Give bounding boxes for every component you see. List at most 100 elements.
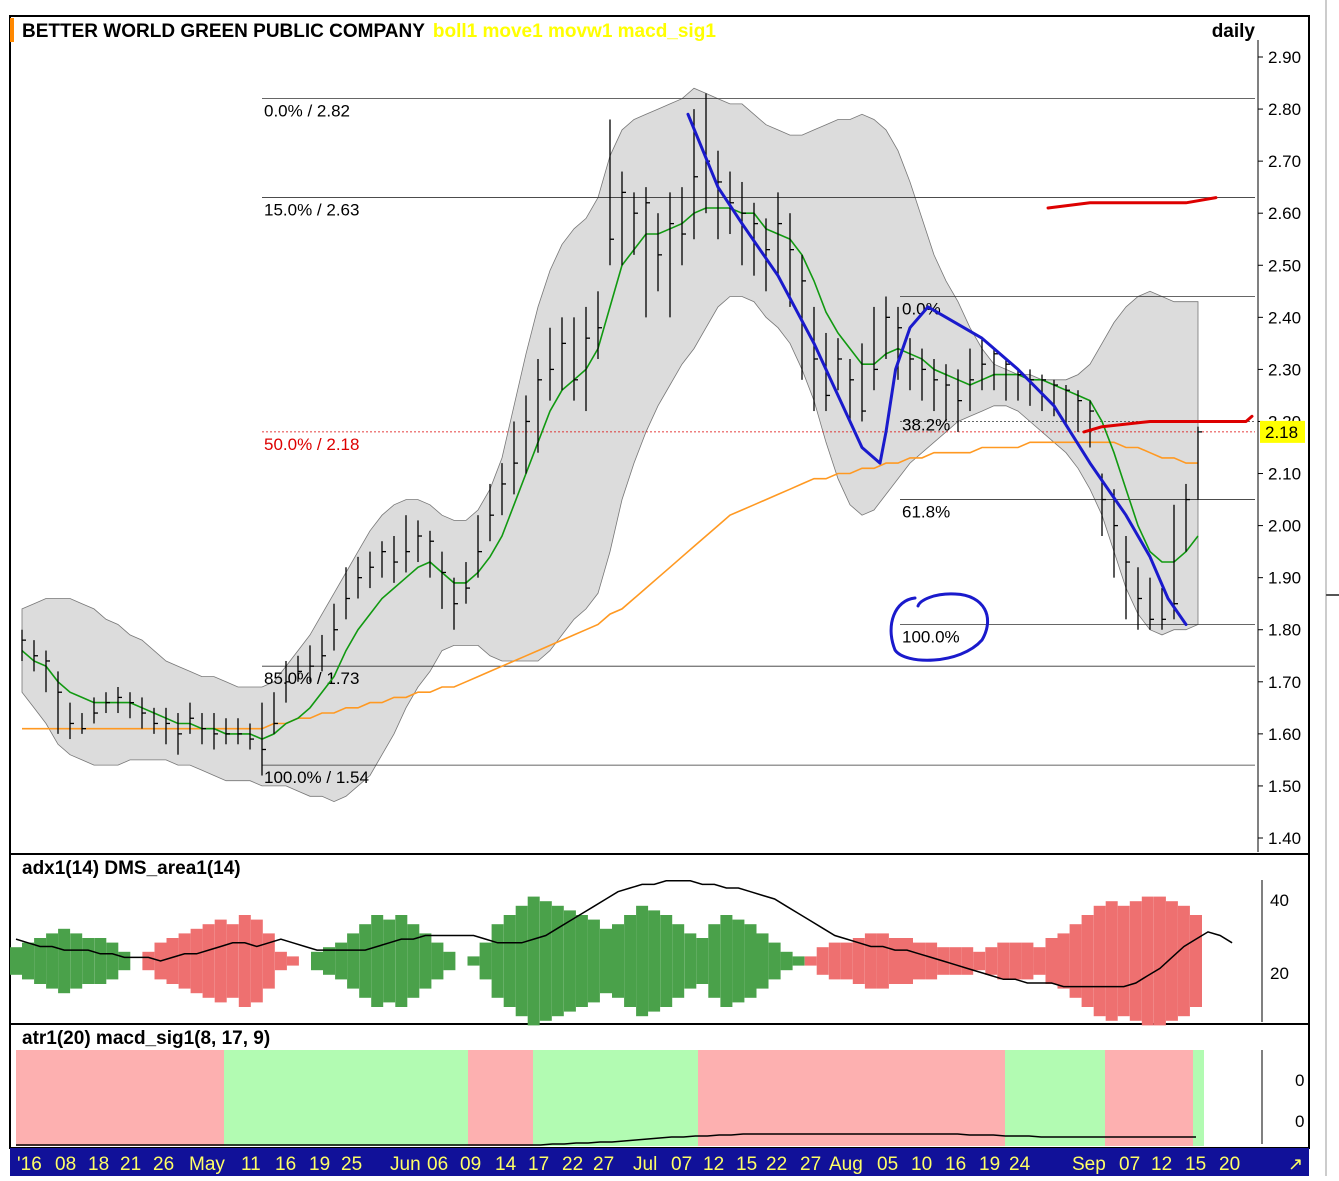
dms-area-bar (1153, 896, 1166, 1026)
date-axis-label: 07 (671, 1154, 692, 1175)
date-axis-label: Sep (1072, 1154, 1106, 1175)
price-tick-label: 2.00 (1268, 517, 1301, 536)
macd-regime-band (533, 1050, 698, 1146)
fib-level-label: 85.0% / 1.73 (264, 669, 359, 688)
dms-area-bar (889, 938, 901, 984)
dms-area-bar (323, 947, 335, 975)
date-axis-label: May (189, 1154, 225, 1175)
dms-area-bar (70, 933, 83, 989)
dms-area-bar (467, 956, 480, 966)
dms-area-bar (768, 942, 781, 980)
dms-area-bar (708, 924, 721, 998)
dms-area-bar (563, 910, 576, 1012)
long-moving-average-line (22, 441, 1198, 730)
date-axis-label: 18 (88, 1154, 109, 1175)
dms-area-bar (1057, 933, 1070, 989)
dms-area-bar (636, 905, 649, 1017)
dms-area-bar (118, 951, 131, 971)
dms-area-bar (443, 951, 456, 971)
date-axis-bar (10, 1148, 1309, 1176)
fib-level-label: 0.0% / 2.82 (264, 102, 350, 121)
blue-trendline (686, 112, 1188, 626)
adx-tick-20: 20 (1270, 964, 1289, 983)
dms-area-bar (1081, 915, 1094, 1007)
adx-panel-plot (10, 880, 1233, 1026)
fib-level-label: 61.8% (902, 503, 950, 522)
date-axis-label: 06 (427, 1154, 448, 1175)
dms-area-bar (1105, 901, 1118, 1021)
date-axis-label: 08 (55, 1154, 76, 1175)
date-axis-label: 17 (528, 1154, 549, 1175)
date-axis-label: 22 (562, 1154, 583, 1175)
dms-area-bar (925, 942, 938, 980)
macd-regime-band (224, 1050, 468, 1146)
trendline-drawings (686, 112, 1254, 662)
dms-area-bar (286, 956, 299, 966)
price-tick-label: 2.40 (1268, 308, 1301, 327)
date-axis-label: Aug (829, 1154, 863, 1175)
dms-area-bar (997, 942, 1010, 980)
date-axis-label: 12 (703, 1154, 724, 1175)
dms-area-bar (1141, 896, 1154, 1026)
date-axis-label: 21 (120, 1154, 141, 1175)
dms-area-bar (587, 919, 600, 1003)
dms-area-bar (876, 933, 889, 989)
dms-area-bar (166, 938, 179, 984)
price-tick-label: 1.70 (1268, 673, 1301, 692)
dms-area-bar (359, 924, 372, 998)
dms-area-bar (1045, 938, 1058, 984)
date-axis-label: 07 (1119, 1154, 1140, 1175)
dms-area-bar (696, 938, 709, 984)
dms-area-bar (10, 947, 22, 975)
price-tick-label: 1.40 (1268, 829, 1301, 848)
date-axis-label: 24 (1009, 1154, 1031, 1175)
dms-area-bar (1033, 947, 1046, 975)
date-axis-label: 22 (766, 1154, 787, 1175)
dms-area-bar (1009, 942, 1022, 980)
dms-area-bar (1177, 905, 1190, 1017)
dms-area-bar (58, 928, 71, 994)
dms-area-bar (226, 924, 239, 998)
dms-area-bar (22, 942, 34, 980)
dms-area-bar (527, 896, 540, 1026)
dms-area-bar (383, 919, 396, 1003)
dms-area-bar (407, 924, 420, 998)
fib-level-label: 38.2% (902, 415, 950, 434)
dms-area-bar (864, 933, 877, 989)
dms-area-bar (94, 938, 107, 984)
dms-area-bar (961, 947, 974, 975)
dms-area-bar (828, 942, 841, 980)
macd-panel-plot (16, 1050, 1204, 1146)
date-axis-labels: '16 08 18 21 26 May 11 16 19 25 Jun 06 09 14 17 22 27 Jul… (17, 1154, 1240, 1175)
dms-area-bar (744, 924, 757, 998)
fib-level-label: 100.0% / 1.54 (264, 768, 369, 787)
macd-regime-band (1193, 1050, 1204, 1146)
dms-area-bar (1117, 905, 1130, 1017)
date-axis-label: 20 (1219, 1154, 1240, 1175)
date-axis-label: 14 (495, 1154, 517, 1175)
adx-line (15, 880, 1233, 988)
dms-area-bar (852, 938, 865, 984)
dms-area-bar (238, 915, 251, 1007)
price-tick-label: 2.30 (1268, 360, 1301, 379)
macd-regime-band (1005, 1050, 1105, 1146)
adx-tick-40: 40 (1270, 891, 1289, 910)
date-axis-label: 11 (241, 1154, 261, 1175)
price-tick-label: 1.90 (1268, 569, 1301, 588)
scroll-arrow-icon[interactable]: ↗ (1288, 1154, 1303, 1174)
dms-area-bar (575, 915, 588, 1007)
date-axis-label: 05 (877, 1154, 898, 1175)
dms-area-bar (479, 942, 492, 980)
dms-area-bar (600, 928, 612, 994)
dms-area-bar (648, 910, 661, 1012)
dms-area-bar (202, 924, 215, 998)
date-axis-label: 25 (341, 1154, 362, 1175)
dms-area-bar (515, 905, 528, 1017)
fib-level-label: 15.0% / 2.63 (264, 201, 359, 220)
dms-area-bar (901, 938, 913, 984)
company-name: BETTER WORLD GREEN PUBLIC COMPANY (22, 21, 425, 42)
dms-area-bar (612, 924, 624, 998)
macd-panel-title: atr1(20) macd_sig1(8, 17, 9) (22, 1028, 270, 1049)
date-axis-label: Jul (633, 1154, 657, 1175)
price-tick-label: 1.60 (1268, 725, 1301, 744)
